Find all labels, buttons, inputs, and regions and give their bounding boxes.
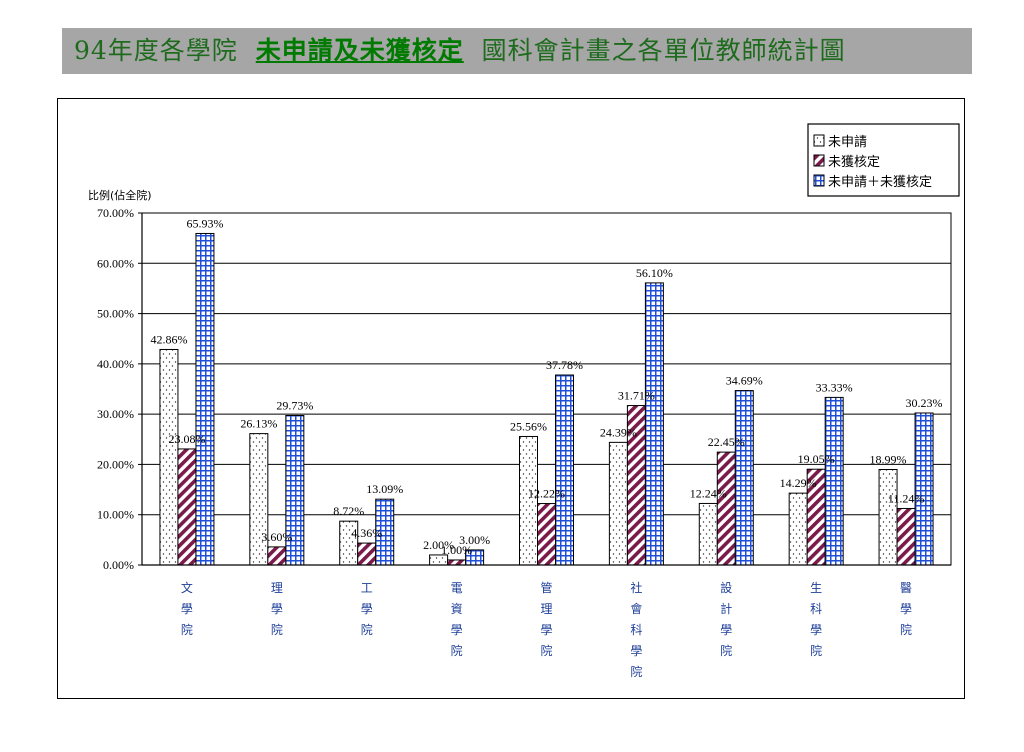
x-category-label: 管理學院 bbox=[540, 580, 552, 658]
bar bbox=[267, 546, 287, 566]
chart-frame bbox=[57, 98, 965, 699]
bar bbox=[824, 396, 844, 566]
data-label: 4.36% bbox=[351, 526, 382, 540]
bar bbox=[698, 502, 718, 566]
x-category-label: 社會科學院 bbox=[630, 580, 642, 679]
bar bbox=[608, 441, 628, 566]
bar bbox=[177, 448, 197, 566]
data-label: 8.72% bbox=[333, 504, 364, 518]
data-label: 26.13% bbox=[240, 417, 277, 431]
legend-swatch bbox=[813, 154, 825, 167]
data-label: 18.99% bbox=[870, 453, 907, 467]
y-tick-label: 0.00% bbox=[103, 558, 134, 572]
title-suffix: 國科會計畫之各單位教師統計圖 bbox=[481, 36, 846, 65]
y-tick-label: 70.00% bbox=[97, 206, 134, 220]
x-category-label: 電資學院 bbox=[451, 581, 463, 658]
bar bbox=[519, 435, 538, 566]
data-label: 25.56% bbox=[510, 419, 547, 433]
data-label: 23.08% bbox=[168, 432, 205, 446]
bar bbox=[896, 507, 916, 566]
title-highlight: 未申請及未獲核定 bbox=[255, 36, 464, 65]
data-label: 65.93% bbox=[186, 216, 223, 230]
y-axis-label: 比例(佔全院) bbox=[88, 188, 152, 202]
y-tick-label: 20.00% bbox=[97, 457, 134, 471]
bar bbox=[734, 390, 754, 566]
data-label: 24.39% bbox=[600, 425, 637, 439]
axes: 0.00% 10.00% 20.00% 30.00% 40.00% 50.00% 60.00… bbox=[97, 206, 951, 679]
data-label: 1.00% bbox=[441, 543, 472, 557]
bar bbox=[357, 542, 377, 566]
data-label: 34.69% bbox=[726, 374, 763, 388]
legend-label: 未申請＋未獲核定 bbox=[828, 175, 932, 190]
y-tick-label: 60.00% bbox=[97, 256, 134, 270]
title-prefix: 94年度各學院 bbox=[74, 36, 238, 65]
data-label: 42.86% bbox=[150, 332, 187, 346]
bar bbox=[195, 232, 215, 566]
y-tick-label: 50.00% bbox=[97, 307, 134, 321]
legend-swatch bbox=[813, 174, 825, 187]
bar bbox=[555, 374, 574, 566]
data-label: 3.00% bbox=[459, 533, 490, 547]
bar bbox=[537, 503, 556, 566]
data-label: 14.29% bbox=[780, 476, 817, 490]
data-label: 33.33% bbox=[816, 380, 853, 394]
x-category-label: 工學院 bbox=[361, 581, 373, 637]
bar bbox=[878, 469, 898, 566]
data-label: 11.24% bbox=[888, 491, 925, 505]
y-tick-label: 40.00% bbox=[97, 357, 134, 371]
data-label: 13.09% bbox=[366, 482, 403, 496]
data-label: 12.24% bbox=[690, 486, 727, 500]
bar bbox=[716, 451, 736, 566]
legend-label: 未申請 bbox=[828, 135, 867, 150]
data-label: 12.22% bbox=[528, 487, 565, 501]
x-category-label: 醫學院 bbox=[900, 581, 912, 637]
legend-box bbox=[807, 123, 960, 197]
data-label: 2.00% bbox=[423, 538, 454, 552]
y-tick-label: 30.00% bbox=[97, 407, 134, 421]
data-label: 19.05% bbox=[798, 452, 835, 466]
data-label: 56.10% bbox=[636, 266, 673, 280]
title-bar bbox=[62, 28, 972, 74]
page-title: 94年度各學院 未申請及未獲核定 國科會計畫之各單位教師統計圖 bbox=[74, 34, 846, 68]
x-category-label: 文學院 bbox=[181, 580, 193, 637]
data-label: 31.71% bbox=[618, 389, 655, 403]
data-label: 22.45% bbox=[708, 435, 745, 449]
y-tick-label: 10.00% bbox=[97, 508, 134, 522]
data-label: 29.73% bbox=[276, 399, 313, 413]
bar bbox=[249, 433, 269, 566]
x-category-label: 理學院 bbox=[271, 581, 283, 637]
bar bbox=[644, 282, 664, 566]
data-labels: 42.86% 23.08% 65.93% 26.13% 3.60% 29.73% 8.72%… bbox=[150, 216, 942, 557]
data-label: 30.23% bbox=[906, 396, 943, 410]
data-label: 3.60% bbox=[261, 530, 292, 544]
bar bbox=[159, 348, 179, 566]
x-category-label: 生科學院 bbox=[810, 581, 822, 658]
data-label: 37.78% bbox=[546, 358, 583, 372]
x-category-label: 設計學院 bbox=[720, 580, 732, 658]
bar bbox=[447, 559, 467, 566]
legend-swatch bbox=[813, 134, 825, 147]
legend-label: 未獲核定 bbox=[828, 155, 880, 170]
bars bbox=[159, 232, 934, 566]
bar bbox=[788, 492, 808, 566]
bar bbox=[914, 412, 934, 566]
